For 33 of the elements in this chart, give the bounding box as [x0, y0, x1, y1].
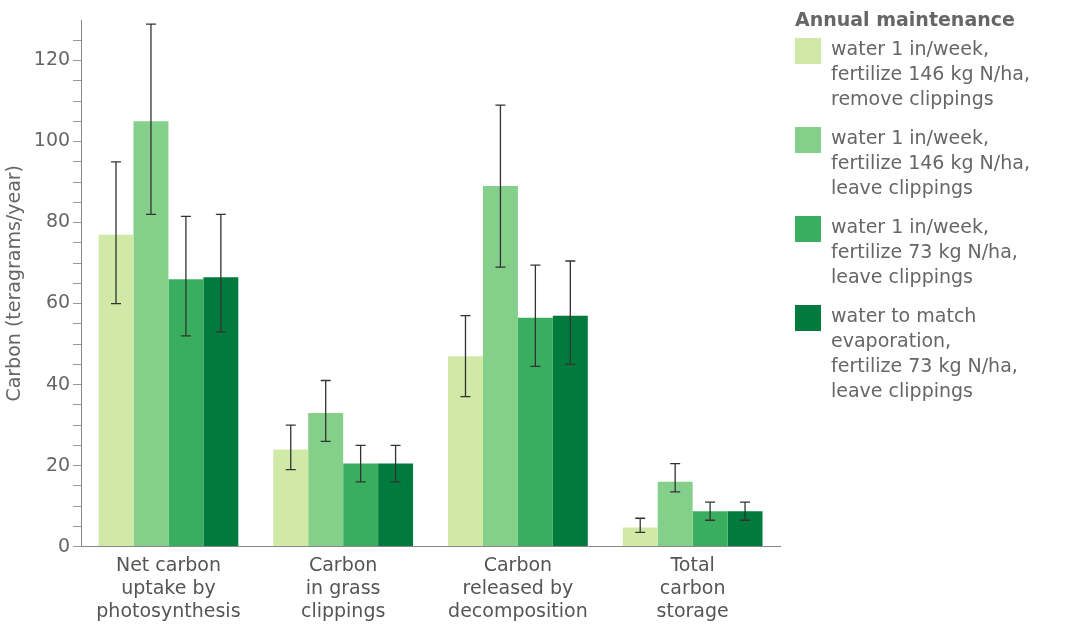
- bar: [657, 481, 693, 547]
- bar: [727, 511, 763, 547]
- bar: [482, 186, 518, 547]
- bar: [378, 463, 414, 547]
- x-tick-label: Carbon in grass clippings: [300, 552, 386, 621]
- legend-title: Annual maintenance: [795, 8, 1016, 30]
- bar: [692, 511, 728, 547]
- bar: [308, 412, 344, 547]
- bar: [343, 463, 379, 547]
- bar: [133, 121, 169, 547]
- y-axis-title: Carbon (teragrams/year): [2, 164, 25, 402]
- bar: [273, 449, 309, 547]
- x-tick-label: Carbon released by decomposition: [448, 552, 588, 621]
- bar: [517, 317, 553, 547]
- bar: [98, 234, 134, 547]
- legend-label: water 1 in/week, fertilize 146 kg N/ha, remove clippings: [831, 36, 1030, 111]
- bar: [448, 356, 483, 547]
- legend-label: water 1 in/week, fertilize 146 kg N/ha, leave clippings: [831, 125, 1030, 200]
- bar: [552, 315, 588, 547]
- x-tick-label: Net carbon uptake by photosynthesis: [96, 552, 241, 621]
- y-tick-label: 100: [33, 128, 71, 151]
- bar: [168, 279, 204, 547]
- y-tick-label: 40: [45, 371, 71, 394]
- bar: [203, 277, 239, 547]
- legend-label: water to match evaporation, fertilize 73 kg N/ha, leave clippings: [831, 303, 1018, 403]
- y-tick-label: 120: [33, 47, 71, 70]
- y-tick-label: 0: [57, 533, 71, 556]
- y-tick-label: 80: [45, 209, 71, 232]
- x-tick-label: Total carbon storage: [656, 552, 729, 621]
- bar: [622, 527, 658, 547]
- legend-label: water 1 in/week, fertilize 73 kg N/ha, leave clippings: [831, 214, 1018, 289]
- y-tick-label: 20: [45, 452, 71, 475]
- y-tick-label: 60: [45, 290, 71, 313]
